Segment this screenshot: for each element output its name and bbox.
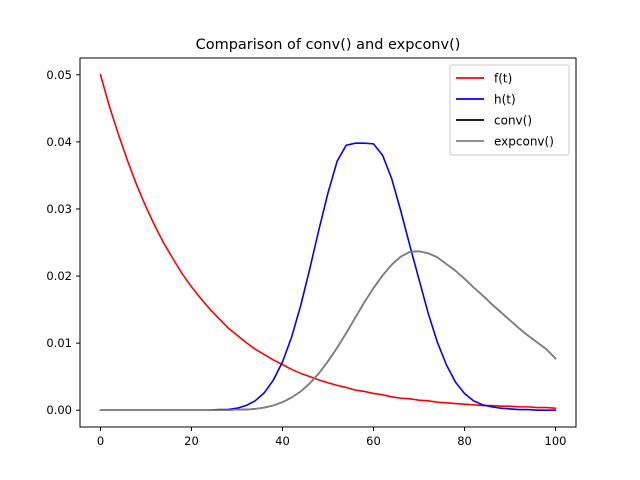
legend-label-1: h(t) (494, 93, 516, 107)
series-layer (99, 73, 557, 412)
y-tick-label: 0.03 (46, 202, 72, 216)
y-tick-label: 0.04 (46, 135, 72, 149)
y-axis: 0.00 0.01 0.02 0.03 0.04 0.05 (46, 68, 80, 417)
chart-title: Comparison of conv() and expconv() (196, 37, 461, 53)
legend-label-0: f(t) (494, 72, 512, 86)
x-tick-label: 80 (457, 434, 472, 448)
legend-box (449, 64, 570, 156)
legend: f(t) h(t) conv() expconv() (449, 64, 570, 156)
x-tick-label: 60 (366, 434, 381, 448)
y-tick-label: 0.00 (46, 403, 72, 417)
y-tick-label: 0.05 (46, 68, 72, 82)
plot-area (79, 57, 577, 428)
series-line-0 (99, 73, 557, 410)
legend-label-3: expconv() (494, 135, 554, 149)
y-tick-label: 0.01 (46, 336, 72, 350)
series-line-3 (99, 250, 557, 412)
x-tick-label: 40 (275, 434, 290, 448)
x-tick-label: 0 (97, 434, 104, 448)
axes-frame (79, 57, 577, 428)
legend-label-2: conv() (494, 114, 532, 128)
x-tick-label: 20 (184, 434, 199, 448)
x-axis: 0 20 40 60 80 100 (97, 427, 567, 448)
y-tick-label: 0.02 (46, 269, 72, 283)
x-tick-label: 100 (545, 434, 567, 448)
